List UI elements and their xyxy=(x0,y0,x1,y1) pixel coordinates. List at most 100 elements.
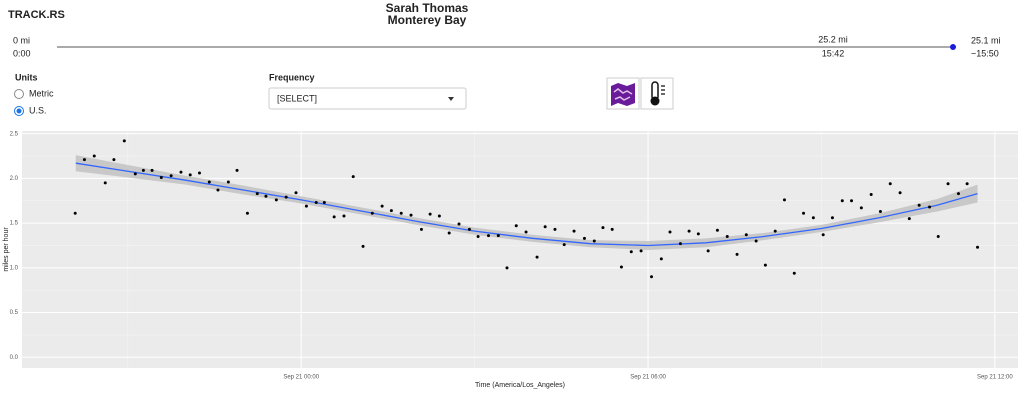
start-time: 0:00 xyxy=(13,48,31,58)
map-button[interactable] xyxy=(606,77,640,110)
data-point xyxy=(572,229,576,233)
y-tick-label: 0.0 xyxy=(10,355,19,361)
y-axis-title: miles per hour xyxy=(3,227,10,272)
data-point xyxy=(543,225,547,229)
data-point xyxy=(447,231,451,235)
data-point xyxy=(179,170,183,174)
data-point xyxy=(888,182,892,186)
data-point xyxy=(103,181,107,185)
data-point xyxy=(169,174,173,178)
weather-button[interactable] xyxy=(640,77,674,110)
thermometer-scale xyxy=(661,85,665,95)
data-point xyxy=(830,216,834,220)
data-point xyxy=(159,176,163,180)
data-point xyxy=(928,205,932,209)
plot-panel xyxy=(22,131,1018,368)
data-point xyxy=(811,216,815,220)
radio-metric[interactable] xyxy=(14,89,24,99)
data-point xyxy=(696,232,700,236)
data-point xyxy=(255,192,259,196)
data-point xyxy=(763,263,767,267)
data-point xyxy=(361,244,365,248)
data-point xyxy=(898,191,902,195)
data-point xyxy=(141,168,145,172)
x-tick-label: Sep 21 12:00 xyxy=(977,375,1013,381)
data-point xyxy=(226,180,230,184)
data-point xyxy=(370,211,374,215)
data-point xyxy=(476,235,480,239)
data-point xyxy=(73,211,77,215)
y-tick-label: 2.5 xyxy=(10,131,19,137)
select-value: [SELECT] xyxy=(277,93,317,103)
data-point xyxy=(437,214,441,218)
select-arrow xyxy=(448,97,454,101)
thermometer-bulb xyxy=(650,96,660,106)
frequency-label: Frequency xyxy=(269,72,315,82)
data-point xyxy=(754,239,758,243)
map-icon-detail xyxy=(613,88,633,101)
data-point xyxy=(821,233,825,237)
data-point xyxy=(715,228,719,232)
data-point xyxy=(946,182,950,186)
data-point xyxy=(802,211,806,215)
data-point xyxy=(610,227,614,231)
data-point xyxy=(399,211,403,215)
y-tick-label: 2.0 xyxy=(10,176,19,182)
data-point xyxy=(342,214,346,218)
data-point xyxy=(965,182,969,186)
timeline-handle[interactable] xyxy=(950,44,956,50)
place: Monterey Bay xyxy=(388,13,467,27)
data-point xyxy=(725,235,729,239)
current-time: 15:42 xyxy=(822,48,845,58)
data-point xyxy=(668,230,672,234)
data-point xyxy=(380,204,384,208)
data-point xyxy=(351,175,355,179)
data-point xyxy=(92,154,96,158)
x-tick-label: Sep 21 00:00 xyxy=(283,375,319,381)
radio-dot xyxy=(16,108,22,114)
data-point xyxy=(122,139,126,143)
data-point xyxy=(235,168,239,172)
data-point xyxy=(496,234,500,238)
data-point xyxy=(744,233,748,237)
data-point xyxy=(917,203,921,207)
data-point xyxy=(274,198,278,202)
data-point xyxy=(601,226,605,230)
start-distance: 0 mi xyxy=(13,35,30,45)
map-icon xyxy=(611,83,635,106)
data-point xyxy=(245,211,249,215)
data-point xyxy=(419,227,423,231)
data-point xyxy=(514,224,518,228)
data-point xyxy=(562,243,566,247)
data-point xyxy=(216,188,220,192)
data-point xyxy=(687,229,691,233)
data-point xyxy=(197,171,201,175)
data-point xyxy=(859,206,863,210)
data-point xyxy=(133,172,137,176)
end-time: ~15:50 xyxy=(971,48,999,58)
data-point xyxy=(878,209,882,213)
data-point xyxy=(150,168,154,172)
x-tick-label: Sep 21 06:00 xyxy=(630,375,666,381)
data-point xyxy=(956,192,960,196)
data-point xyxy=(486,234,490,238)
athlete-name: Sarah Thomas xyxy=(386,1,469,15)
data-point xyxy=(592,239,596,243)
data-point xyxy=(82,158,86,162)
data-point xyxy=(976,245,980,249)
data-point xyxy=(505,266,509,270)
data-point xyxy=(650,275,654,279)
data-point xyxy=(629,250,633,254)
data-point xyxy=(467,227,471,231)
frequency-select[interactable] xyxy=(268,87,467,110)
plot: 0.0 0.5 1.0 1.5 2.0 2.5 Sep 21 00:00 Sep 21 06:… xyxy=(3,131,1018,389)
data-point xyxy=(840,199,844,203)
data-point xyxy=(322,201,326,205)
data-point xyxy=(773,229,777,233)
data-point xyxy=(207,180,211,184)
data-point xyxy=(659,257,663,261)
data-point xyxy=(907,217,911,221)
data-point xyxy=(294,191,298,195)
data-point xyxy=(553,227,557,231)
